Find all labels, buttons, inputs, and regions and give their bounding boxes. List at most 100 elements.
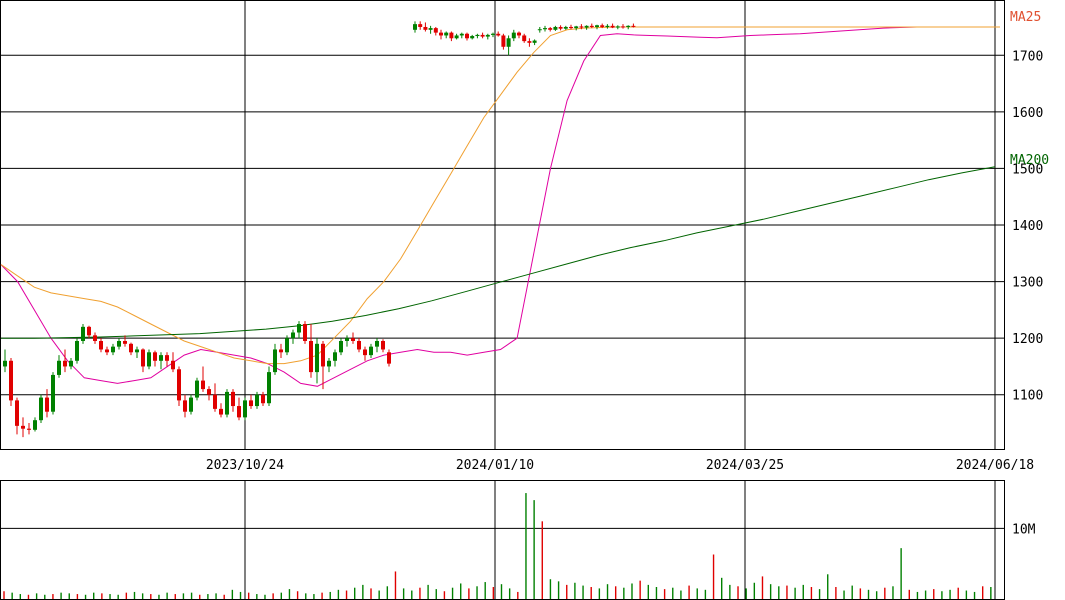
candle-body [501,35,506,47]
candle-body [413,24,417,30]
candle-body [553,26,558,30]
legend-label: MA25 [1010,10,1041,25]
candle-body [470,36,475,39]
candle-body [475,34,480,37]
candle-body [558,26,563,29]
volume-panel-frame [0,480,1005,600]
date-tick-label: 2024/06/18 [956,458,1034,473]
ma25-line [0,26,1000,365]
candle-body [423,26,428,30]
date-tick-label: 2024/01/10 [456,458,534,473]
candle-body [183,400,187,412]
candle-body [363,349,367,356]
candle-body [418,24,423,27]
candle-body [610,25,615,28]
candle-body [491,33,495,35]
price-tick-label: 1400 [1012,219,1043,234]
volume-tick-label: 10M [1012,522,1036,537]
candle-body [219,408,223,415]
candle-body [117,340,121,347]
candle-body [381,340,385,350]
volume-axis-labels: 10M [1012,522,1036,537]
candle-body [147,352,151,367]
date-tick-label: 2023/10/24 [206,458,284,473]
candle-body [9,360,13,401]
price-tick-label: 1500 [1012,162,1043,177]
candle-body [75,340,79,361]
candle-body [626,25,631,27]
candle-body [589,25,594,27]
candlesticks [3,21,636,438]
candle-body [454,35,459,39]
candle-body [321,343,325,367]
candle-body [255,394,259,407]
candle-body [375,340,379,347]
candle-body [141,349,145,367]
candle-body [285,338,289,353]
candle-body [369,346,373,356]
candle-body [563,26,568,29]
candle-body [243,400,247,418]
candle-body [237,406,241,418]
candle-body [279,349,283,353]
price-tick-label: 1600 [1012,106,1043,121]
candle-body [303,324,307,341]
candle-body [165,355,169,361]
candle-body [129,343,133,353]
candle-body [105,349,109,353]
candle-body [15,400,19,426]
candle-body [33,420,37,430]
candle-body [171,360,175,370]
candle-body [57,360,61,375]
candle-body [189,397,193,412]
candle-body [99,340,103,350]
candle-body [357,340,361,350]
candle-body [195,380,199,398]
legend-label: MA200 [1010,153,1049,168]
date-tick-label: 2024/03/25 [706,458,784,473]
candle-body [213,394,217,409]
candle-body [45,397,49,412]
candle-body [511,32,516,39]
candle-body [600,25,605,27]
candle-body [3,360,7,367]
candle-body [584,25,589,28]
candle-body [297,324,301,333]
candle-body [111,346,115,353]
candle-body [225,391,229,415]
candle-body [27,428,31,430]
candle-body [480,34,485,37]
candle-body [506,38,511,47]
candle-body [135,349,139,353]
candle-body [87,326,91,336]
candle-body [333,352,337,361]
date-axis-labels: 2023/10/24 2024/01/10 2024/03/25 2024/06/18 [206,458,1034,473]
candle-body [485,34,490,37]
candle-body [465,33,469,39]
candle-body [574,26,579,29]
candle-body [309,340,313,373]
candle-body [351,338,355,341]
candle-body [459,33,464,36]
candle-body [63,360,67,367]
candle-body [231,391,235,407]
candle-body [527,41,532,43]
candle-body [51,374,55,412]
candle-body [69,360,73,367]
candle-body [291,332,295,339]
candle-body [439,32,443,36]
price-tick-label: 1100 [1012,389,1043,404]
candle-body [569,26,573,29]
candle-body [261,394,265,404]
candle-body [315,343,319,373]
price-tick-label: 1700 [1012,49,1043,64]
candle-body [496,33,501,36]
candle-body [517,32,521,36]
candle-body [433,28,438,33]
price-tick-label: 1300 [1012,276,1043,291]
candle-body [428,28,433,30]
candle-body [159,355,163,361]
candle-body [123,340,127,344]
candle-body [605,25,610,27]
candle-body [93,335,97,341]
